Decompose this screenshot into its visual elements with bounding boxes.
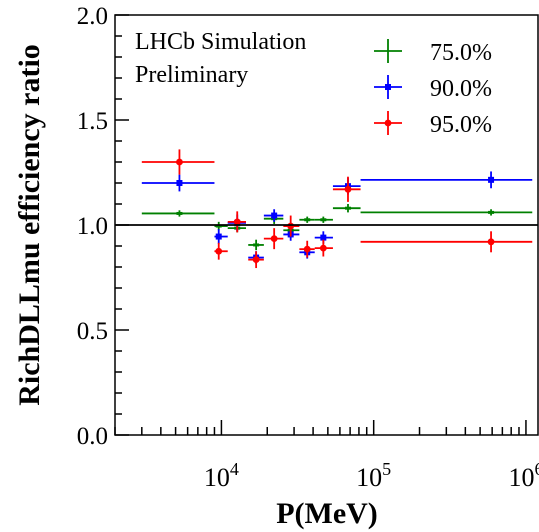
data-point (141, 210, 215, 217)
legend-entry: 90.0% (374, 75, 492, 102)
x-tick-label: 104 (204, 459, 239, 492)
annotation-line-1: LHCb Simulation (135, 29, 306, 55)
data-point (314, 216, 333, 223)
series-1 (141, 204, 533, 251)
data-point (332, 176, 361, 202)
point-marker (487, 238, 495, 246)
point-marker (176, 180, 183, 186)
data-point (263, 228, 284, 250)
point-marker (252, 256, 260, 264)
legend: 75.0% 90.0% 95.0% (374, 39, 492, 138)
data-point (263, 209, 284, 222)
x-axis-label: P(MeV) (276, 497, 378, 530)
point-marker (488, 176, 495, 183)
axes: 0.0 0.5 1.0 1.5 2.0 104 105 106 (77, 3, 539, 492)
data-point (214, 221, 228, 231)
point-marker (215, 233, 222, 240)
point-marker (344, 185, 352, 193)
point-marker (320, 234, 327, 241)
legend-label: 95.0% (430, 112, 492, 138)
point-marker (303, 245, 311, 253)
y-tick-label: 2.0 (77, 3, 108, 30)
point-marker (287, 222, 295, 230)
point-marker (271, 212, 278, 219)
legend-entry: 75.0% (374, 39, 492, 66)
series-3 (141, 149, 533, 269)
x-tick-label: 105 (356, 459, 391, 492)
data-point (214, 242, 228, 260)
y-tick-label: 1.5 (77, 108, 108, 135)
y-tick-label: 0.5 (77, 318, 108, 345)
data-point (332, 204, 361, 213)
data-point (360, 171, 533, 189)
data-point (214, 229, 228, 244)
annotation-line-2: Preliminary (135, 62, 248, 88)
data-point (299, 240, 315, 258)
legend-entry: 95.0% (374, 111, 492, 138)
legend-label: 75.0% (430, 40, 492, 66)
data-point (360, 209, 533, 216)
point-marker (176, 158, 183, 166)
data-point (248, 251, 264, 269)
data-point (248, 239, 264, 251)
point-marker (215, 247, 223, 255)
y-axis-label: RichDLLmu efficiency ratio (13, 44, 46, 406)
chart-marks (141, 149, 533, 269)
data-point (227, 211, 246, 233)
data-point (299, 216, 315, 223)
point-marker (233, 218, 241, 226)
data-point (360, 231, 533, 253)
data-point (141, 174, 215, 192)
legend-marker-symbol (384, 119, 392, 127)
data-point (314, 239, 333, 257)
x-tick-label: 106 (508, 459, 539, 492)
legend-label: 90.0% (430, 76, 492, 102)
series-2 (141, 171, 533, 264)
legend-marker-symbol (385, 84, 391, 90)
y-tick-label: 1.0 (77, 213, 108, 240)
point-marker (270, 235, 278, 243)
y-tick-label: 0.0 (77, 423, 108, 450)
data-point (283, 215, 300, 237)
data-point (141, 149, 215, 175)
point-marker (319, 244, 327, 252)
